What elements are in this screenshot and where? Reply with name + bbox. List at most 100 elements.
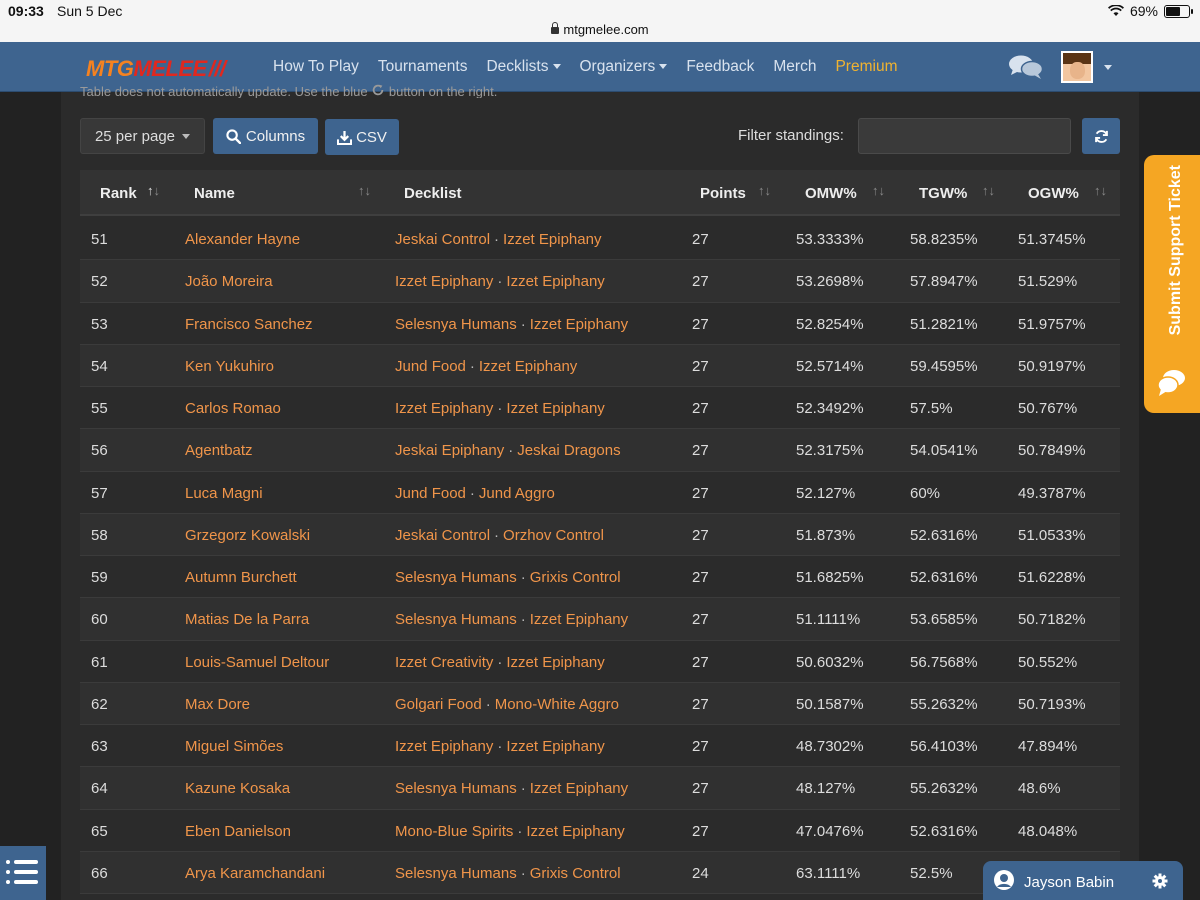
header-name[interactable]: Name — [194, 185, 235, 202]
decklist-link[interactable]: Golgari Food — [395, 695, 482, 713]
omw-cell: 51.873% — [796, 526, 856, 544]
decklist-link[interactable]: Selesnya Humans — [395, 864, 517, 882]
player-name-link[interactable]: Carlos Romao — [185, 400, 281, 417]
player-name-link[interactable]: Francisco Sanchez — [185, 315, 313, 333]
omw-cell: 53.3333% — [796, 231, 864, 248]
player-name-link[interactable]: Miguel Simões — [185, 738, 284, 755]
refresh-button[interactable] — [1082, 118, 1120, 154]
decklist-link[interactable]: Orzhov Control — [503, 526, 604, 544]
nav-decklists[interactable]: Decklists — [486, 58, 561, 76]
player-name-link[interactable]: Ken Yukuhiro — [185, 357, 274, 375]
status-time: 09:33 — [8, 3, 44, 19]
ogw-cell: 50.7193% — [1018, 695, 1086, 713]
decklist-link[interactable]: Jeskai Epiphany — [395, 442, 505, 460]
header-rank[interactable]: Rank — [100, 185, 137, 202]
deck-separator: · — [497, 653, 503, 671]
submit-support-ticket-tab[interactable]: Submit Support Ticket — [1144, 155, 1200, 413]
sort-icon[interactable]: ↑↓ — [358, 183, 371, 198]
header-tgw[interactable]: TGW% — [919, 185, 968, 202]
player-name-link[interactable]: Max Dore — [185, 695, 251, 713]
decklist-link[interactable]: Jeskai Control — [395, 526, 491, 544]
gear-icon[interactable] — [1152, 873, 1168, 889]
player-name-link[interactable]: Luca Magni — [185, 484, 263, 502]
chat-bubbles-icon[interactable] — [1008, 54, 1044, 80]
decklist-link[interactable]: Grixis Control — [529, 569, 621, 586]
decklist-link[interactable]: Izzet Epiphany — [506, 400, 605, 417]
nav-premium[interactable]: Premium — [835, 58, 898, 75]
decklist-link[interactable]: Jund Food — [395, 484, 466, 502]
status-right: 69% — [1107, 3, 1193, 19]
decklist-link[interactable]: Izzet Epiphany — [395, 738, 494, 755]
decklist-link[interactable]: Selesnya Humans — [395, 569, 517, 586]
points-cell: 27 — [692, 442, 709, 460]
columns-button[interactable]: Columns — [213, 118, 318, 154]
nav-how-to-play[interactable]: How To Play — [273, 58, 359, 75]
player-name-link[interactable]: João Moreira — [185, 273, 273, 291]
header-omw[interactable]: OMW% — [805, 185, 857, 202]
deck-separator: · — [497, 400, 503, 417]
decklist-link[interactable]: Izzet Epiphany — [395, 273, 494, 291]
decklist-link[interactable]: Selesnya Humans — [395, 611, 517, 629]
header-points[interactable]: Points — [700, 185, 746, 202]
decklist-link[interactable]: Grixis Control — [529, 864, 621, 882]
decklist-link[interactable]: Selesnya Humans — [395, 315, 517, 333]
decklist-link[interactable]: Mono-Blue Spirits — [395, 822, 514, 840]
decklist-link[interactable]: Izzet Epiphany — [506, 273, 605, 291]
url-text: mtgmelee.com — [563, 22, 649, 37]
player-name-link[interactable]: Louis-Samuel Deltour — [185, 653, 330, 671]
player-name-link[interactable]: Matias De la Parra — [185, 611, 310, 629]
player-name-link[interactable]: Alexander Hayne — [185, 231, 301, 248]
nav-merch[interactable]: Merch — [773, 58, 817, 75]
avatar[interactable] — [1061, 51, 1093, 83]
decklist-link[interactable]: Izzet Epiphany — [506, 738, 605, 755]
decklist-link[interactable]: Izzet Epiphany — [526, 822, 625, 840]
decklist-link[interactable]: Izzet Epiphany — [529, 315, 629, 333]
player-name-link[interactable]: Agentbatz — [185, 442, 253, 460]
nav-feedback[interactable]: Feedback — [686, 58, 755, 75]
decklist-link[interactable]: Izzet Epiphany — [529, 780, 629, 798]
player-name-link[interactable]: Eben Danielson — [185, 822, 291, 840]
decklist-link[interactable]: Izzet Epiphany — [529, 611, 629, 629]
header-ogw[interactable]: OGW% — [1028, 185, 1079, 202]
list-menu-button[interactable] — [0, 846, 46, 900]
decklist-cell: Jeskai Epiphany · Jeskai Dragons — [395, 442, 621, 459]
filter-standings-input[interactable] — [858, 118, 1071, 154]
address-bar[interactable]: mtgmelee.com — [0, 22, 1200, 42]
omw-cell: 50.1587% — [796, 695, 864, 713]
decklist-link[interactable]: Jeskai Dragons — [517, 442, 621, 460]
deck-separator: · — [494, 526, 500, 544]
csv-export-button[interactable]: CSV — [325, 119, 399, 155]
player-name-link[interactable]: Kazune Kosaka — [185, 780, 291, 798]
omw-cell: 48.7302% — [796, 738, 864, 755]
player-name-link[interactable]: Grzegorz Kowalski — [185, 526, 311, 544]
decklist-link[interactable]: Jund Food — [395, 357, 466, 375]
per-page-select[interactable]: 25 per page — [80, 118, 205, 154]
main-nav: How To Play Tournaments Decklists Organi… — [273, 42, 897, 92]
ogw-cell: 51.6228% — [1018, 569, 1086, 586]
decklist-link[interactable]: Jeskai Control — [395, 231, 491, 248]
decklist-link[interactable]: Izzet Epiphany — [503, 231, 602, 248]
decklist-link[interactable]: Izzet Epiphany — [478, 357, 578, 375]
sort-icon[interactable]: ↑↓ — [758, 183, 771, 198]
decklist-link[interactable]: Izzet Epiphany — [506, 653, 605, 671]
decklist-link[interactable]: Mono-White Aggro — [494, 695, 619, 713]
chevron-down-icon[interactable] — [1104, 65, 1112, 70]
decklist-link[interactable]: Jund Aggro — [478, 484, 555, 502]
sort-icon[interactable]: ↑↓ — [982, 183, 995, 198]
nav-tournaments[interactable]: Tournaments — [377, 58, 468, 75]
rank-cell: 63 — [91, 738, 108, 755]
nav-organizers[interactable]: Organizers — [580, 58, 668, 76]
tgw-cell: 52.6316% — [910, 569, 978, 586]
user-chat-chip[interactable]: Jayson Babin — [983, 861, 1183, 900]
sort-icon[interactable]: ↑↓ — [872, 183, 885, 198]
site-logo[interactable]: MTGMELEE/// — [86, 56, 226, 81]
tgw-cell: 59.4595% — [910, 357, 978, 375]
sort-asc-icon[interactable]: ↑↓ — [147, 183, 160, 198]
points-cell: 27 — [692, 357, 709, 375]
decklist-link[interactable]: Izzet Creativity — [395, 653, 494, 671]
decklist-link[interactable]: Izzet Epiphany — [395, 400, 494, 417]
player-name-link[interactable]: Autumn Burchett — [185, 569, 297, 586]
decklist-link[interactable]: Selesnya Humans — [395, 780, 517, 798]
sort-icon[interactable]: ↑↓ — [1094, 183, 1107, 198]
player-name-link[interactable]: Arya Karamchandani — [185, 864, 326, 882]
